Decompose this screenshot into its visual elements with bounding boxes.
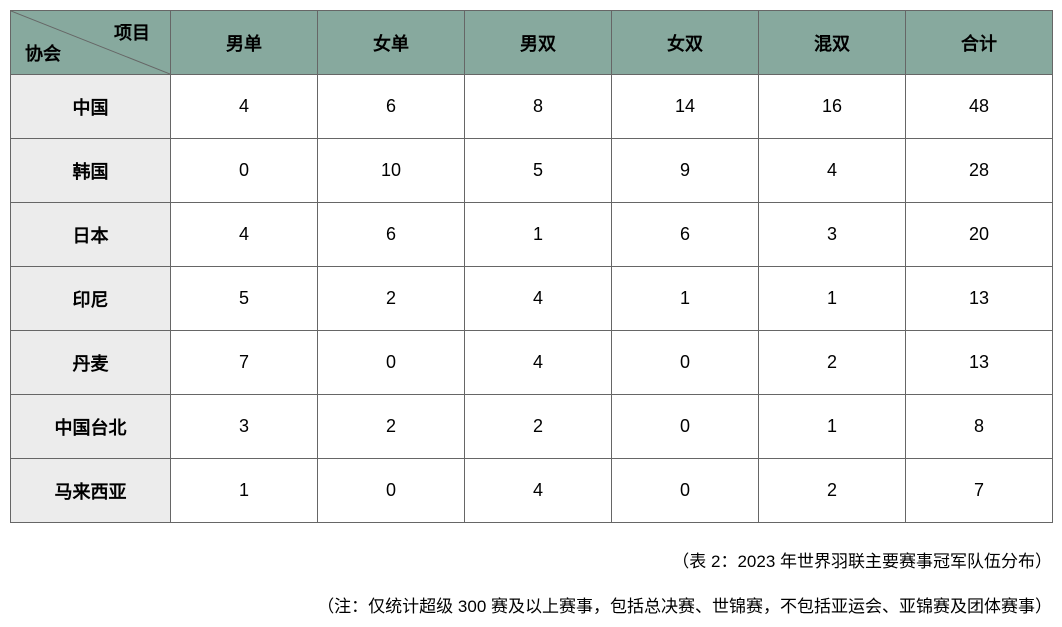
table-cell: 1 — [612, 267, 759, 331]
row-header: 马来西亚 — [11, 459, 171, 523]
table-row: 中国 4 6 8 14 16 48 — [11, 75, 1053, 139]
table-cell: 4 — [465, 459, 612, 523]
row-header: 丹麦 — [11, 331, 171, 395]
table-cell: 16 — [759, 75, 906, 139]
table-cell: 6 — [612, 203, 759, 267]
table-cell: 2 — [465, 395, 612, 459]
table-cell: 20 — [906, 203, 1053, 267]
column-header: 男双 — [465, 11, 612, 75]
table-cell: 5 — [465, 139, 612, 203]
row-header: 中国台北 — [11, 395, 171, 459]
table-cell: 0 — [612, 331, 759, 395]
table-body: 中国 4 6 8 14 16 48 韩国 0 10 5 9 4 28 日本 4 … — [11, 75, 1053, 523]
table-cell: 0 — [318, 459, 465, 523]
table-cell: 3 — [759, 203, 906, 267]
header-row: 项目 协会 男单 女单 男双 女双 混双 合计 — [11, 11, 1053, 75]
table-cell: 14 — [612, 75, 759, 139]
column-header: 女单 — [318, 11, 465, 75]
table-cell: 1 — [759, 395, 906, 459]
table-cell: 4 — [759, 139, 906, 203]
table-cell: 9 — [612, 139, 759, 203]
data-table: 项目 协会 男单 女单 男双 女双 混双 合计 中国 4 6 8 14 16 4… — [10, 10, 1053, 523]
table-note: （注：仅统计超级 300 赛及以上赛事，包括总决赛、世锦赛，不包括亚运会、亚锦赛… — [10, 592, 1052, 617]
table-cell: 4 — [465, 331, 612, 395]
table-cell: 3 — [171, 395, 318, 459]
row-header: 日本 — [11, 203, 171, 267]
table-cell: 7 — [171, 331, 318, 395]
table-cell: 8 — [906, 395, 1053, 459]
table-row: 马来西亚 1 0 4 0 2 7 — [11, 459, 1053, 523]
table-cell: 6 — [318, 203, 465, 267]
table-cell: 1 — [759, 267, 906, 331]
column-header: 女双 — [612, 11, 759, 75]
table-cell: 28 — [906, 139, 1053, 203]
table-container: 项目 协会 男单 女单 男双 女双 混双 合计 中国 4 6 8 14 16 4… — [10, 10, 1052, 523]
table-cell: 48 — [906, 75, 1053, 139]
table-row: 韩国 0 10 5 9 4 28 — [11, 139, 1053, 203]
table-cell: 5 — [171, 267, 318, 331]
table-row: 中国台北 3 2 2 0 1 8 — [11, 395, 1053, 459]
row-header: 中国 — [11, 75, 171, 139]
table-cell: 2 — [759, 331, 906, 395]
table-cell: 0 — [612, 395, 759, 459]
table-row: 日本 4 6 1 6 3 20 — [11, 203, 1053, 267]
row-header: 印尼 — [11, 267, 171, 331]
table-row: 丹麦 7 0 4 0 2 13 — [11, 331, 1053, 395]
row-header: 韩国 — [11, 139, 171, 203]
table-row: 印尼 5 2 4 1 1 13 — [11, 267, 1053, 331]
table-cell: 4 — [171, 75, 318, 139]
diagonal-header-cell: 项目 协会 — [11, 11, 171, 75]
column-header: 合计 — [906, 11, 1053, 75]
column-header: 男单 — [171, 11, 318, 75]
table-cell: 4 — [465, 267, 612, 331]
table-cell: 10 — [318, 139, 465, 203]
diagonal-bottom-label: 协会 — [25, 40, 61, 66]
table-cell: 1 — [171, 459, 318, 523]
table-cell: 0 — [318, 331, 465, 395]
column-header: 混双 — [759, 11, 906, 75]
table-cell: 2 — [318, 395, 465, 459]
table-cell: 0 — [171, 139, 318, 203]
table-cell: 4 — [171, 203, 318, 267]
table-cell: 13 — [906, 331, 1053, 395]
table-cell: 8 — [465, 75, 612, 139]
table-cell: 13 — [906, 267, 1053, 331]
table-cell: 1 — [465, 203, 612, 267]
table-cell: 7 — [906, 459, 1053, 523]
diagonal-top-label: 项目 — [114, 19, 150, 45]
table-cell: 2 — [759, 459, 906, 523]
table-cell: 2 — [318, 267, 465, 331]
table-caption: （表 2：2023 年世界羽联主要赛事冠军队伍分布） — [10, 547, 1052, 572]
table-cell: 6 — [318, 75, 465, 139]
table-cell: 0 — [612, 459, 759, 523]
